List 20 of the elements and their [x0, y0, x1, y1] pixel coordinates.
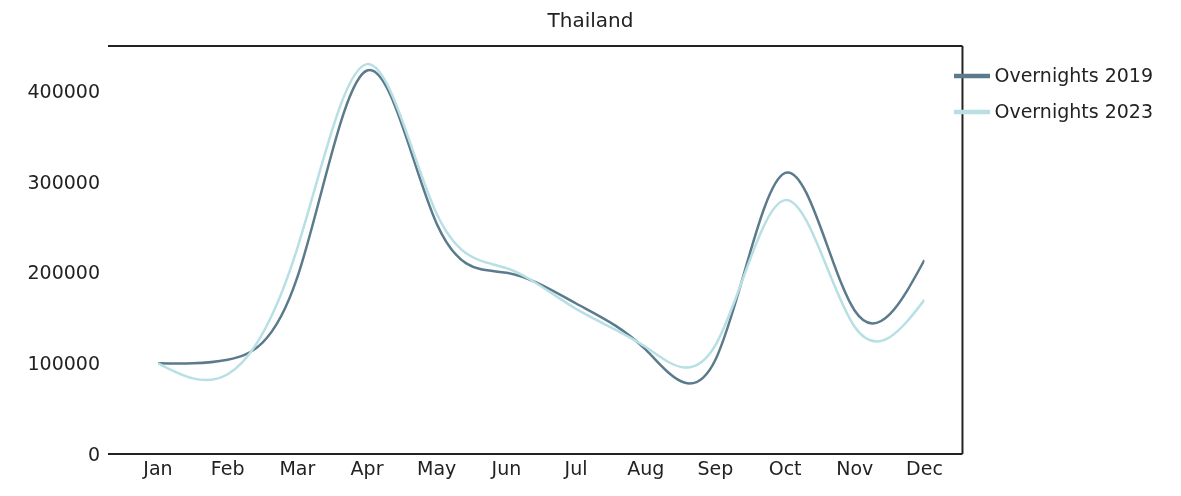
x-tick-label: Dec	[906, 457, 943, 480]
chart-title: Thailand	[546, 8, 635, 34]
x-tick-label: Aug	[627, 457, 665, 480]
x-tick-label: May	[417, 457, 457, 480]
x-tick-label: Jul	[563, 457, 588, 480]
x-tick-label: Jan	[142, 457, 173, 480]
x-tick-label: Jun	[490, 457, 522, 480]
y-tick-label: 300000	[27, 170, 100, 193]
y-tick-label: 400000	[27, 80, 100, 103]
x-tick-label: Nov	[836, 457, 874, 480]
y-tick-label: 200000	[27, 261, 100, 284]
legend-label: Overnights 2023	[994, 99, 1153, 122]
x-tick-label: Oct	[768, 457, 802, 480]
x-tick-label: Sep	[697, 457, 734, 480]
y-tick-label: 0	[87, 442, 100, 465]
x-tick-label: Mar	[279, 457, 316, 480]
x-tick-label: Apr	[350, 457, 384, 480]
x-tick-label: Feb	[210, 457, 245, 480]
legend-label: Overnights 2019	[994, 63, 1153, 86]
y-tick-label: 100000	[27, 352, 100, 375]
